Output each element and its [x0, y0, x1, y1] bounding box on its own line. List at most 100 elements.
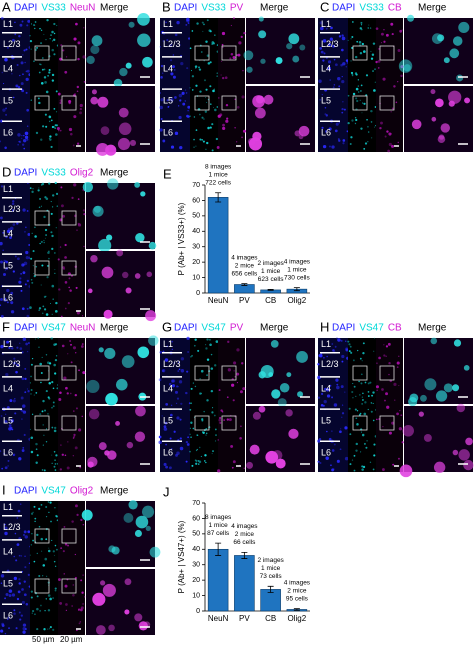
- cell: [206, 399, 209, 402]
- cell: [36, 454, 39, 457]
- cell: [121, 355, 135, 368]
- cell: [221, 43, 224, 46]
- cell: [159, 351, 162, 354]
- cell: [53, 107, 56, 110]
- cell: [173, 430, 176, 433]
- cell: [43, 68, 46, 71]
- cell: [98, 347, 104, 353]
- cell: [24, 377, 27, 381]
- cell: [79, 111, 82, 115]
- cell: [161, 369, 165, 373]
- cell: [82, 574, 84, 576]
- cell: [208, 338, 211, 341]
- cell: [317, 363, 320, 366]
- cell: [200, 392, 202, 395]
- cell: [162, 350, 165, 353]
- cell: [53, 22, 56, 26]
- annotation: 8 images: [205, 514, 232, 521]
- cell: [81, 591, 84, 594]
- cell: [330, 26, 333, 30]
- cell: [79, 103, 83, 108]
- cell: [396, 366, 399, 369]
- cell: [24, 283, 27, 286]
- cell: [5, 267, 9, 270]
- cell: [41, 550, 43, 552]
- cell: [56, 205, 59, 208]
- cell: [24, 566, 27, 569]
- cell: [65, 56, 68, 58]
- cell: [226, 418, 230, 421]
- cell: [41, 312, 44, 315]
- cell: [339, 448, 342, 451]
- layer-label: L5: [3, 95, 13, 105]
- cell: [348, 350, 351, 353]
- cell: [205, 88, 208, 91]
- cell: [14, 532, 17, 535]
- cell: [189, 450, 191, 453]
- cell: [189, 115, 191, 117]
- cell: [165, 403, 169, 406]
- cell: [348, 343, 351, 346]
- cell: [195, 84, 198, 87]
- cell: [15, 363, 20, 367]
- cell: [388, 361, 391, 365]
- cell: [319, 461, 322, 465]
- cell: [288, 33, 300, 45]
- cell: [50, 201, 52, 203]
- cell: [30, 512, 34, 515]
- channel-label: VS33: [201, 3, 226, 14]
- cell: [31, 413, 34, 416]
- cell: [72, 454, 75, 457]
- cell: [26, 314, 30, 318]
- cell: [331, 449, 335, 452]
- cell: [338, 139, 341, 142]
- cell: [42, 444, 44, 446]
- error-bar: [267, 289, 274, 291]
- cell: [174, 131, 179, 136]
- cell: [59, 391, 62, 394]
- cell: [4, 597, 6, 600]
- cell: [14, 255, 17, 258]
- cell: [176, 416, 180, 420]
- cell: [449, 48, 460, 59]
- cell: [242, 69, 244, 72]
- cell: [394, 399, 396, 401]
- cell: [27, 233, 31, 236]
- cell: [345, 59, 349, 62]
- cell: [336, 337, 338, 339]
- cell: [135, 405, 146, 417]
- cell: [9, 399, 13, 403]
- cell: [383, 40, 386, 43]
- cell: [166, 39, 169, 42]
- cell: [20, 396, 24, 400]
- cell: [7, 465, 9, 467]
- cell: [47, 396, 50, 399]
- cell: [56, 462, 59, 465]
- cell: [22, 410, 27, 414]
- layer-label: L2/3: [3, 204, 21, 214]
- cell: [29, 382, 31, 384]
- cell: [329, 384, 332, 387]
- annotation: 656 cells: [232, 270, 258, 277]
- cell: [352, 397, 354, 399]
- cell: [40, 371, 43, 375]
- cell: [360, 373, 363, 376]
- cell: [83, 81, 86, 83]
- cell: [24, 627, 27, 631]
- cell: [46, 361, 50, 365]
- cell: [179, 446, 184, 451]
- cell: [383, 344, 385, 346]
- channel-label: CB: [388, 3, 402, 14]
- cell: [297, 391, 304, 398]
- cell: [118, 107, 129, 118]
- cell: [25, 77, 29, 81]
- roi-box: [194, 365, 210, 381]
- annotation: 4 images: [284, 579, 311, 586]
- cell: [51, 30, 54, 34]
- cell: [71, 605, 73, 607]
- cell: [55, 355, 58, 357]
- cell: [81, 343, 84, 345]
- cell: [71, 520, 74, 523]
- cell: [62, 550, 65, 553]
- channel-label: VS33: [359, 3, 384, 14]
